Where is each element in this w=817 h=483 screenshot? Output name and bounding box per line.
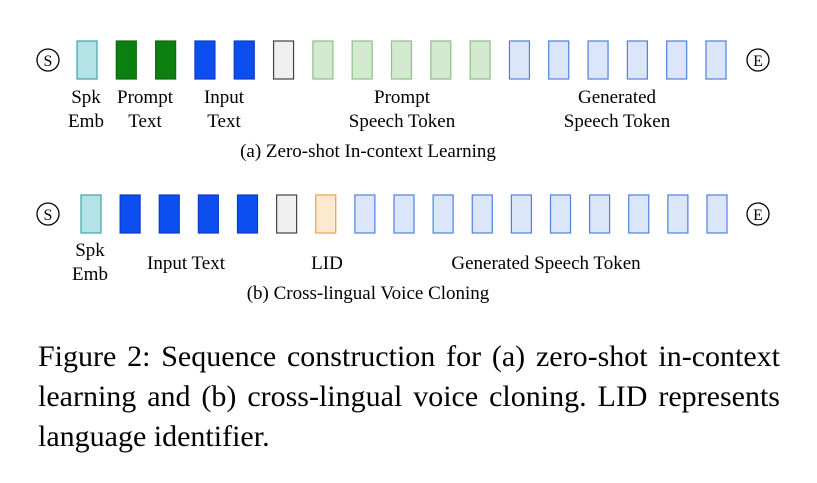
label-spk-emb-b: Spk Emb: [72, 240, 108, 285]
svg-text:E: E: [753, 53, 763, 70]
label-generated-speech-token-b: Generated Speech Token: [451, 253, 641, 274]
token-input: [197, 194, 219, 234]
token-prompt: [115, 40, 137, 80]
token-input: [119, 194, 141, 234]
token-gspeech: [628, 194, 650, 234]
label-lid: LID: [311, 253, 343, 274]
token-gspeech: [705, 40, 727, 80]
token-gspeech: [549, 194, 572, 234]
panel-a-caption: (a) Zero-shot In-context Learning: [240, 141, 496, 162]
svg-text:S: S: [44, 207, 53, 224]
label-generated-speech-token-a: Generated Speech Token: [563, 87, 671, 132]
token-gspeech: [432, 194, 454, 234]
token-gspeech: [510, 194, 532, 234]
label-input-text-a: Input Text: [203, 87, 245, 132]
token-spk: [76, 40, 98, 80]
token-pspeech: [312, 40, 334, 80]
start-token: S: [36, 48, 60, 72]
token-input: [236, 194, 259, 234]
token-gspeech: [626, 40, 648, 80]
token-gspeech: [706, 194, 728, 234]
label-input-text-b: Input Text: [146, 253, 226, 274]
token-gspeech: [666, 40, 688, 80]
token-pspeech: [430, 40, 452, 80]
token-pspeech: [351, 40, 373, 80]
token-pspeech: [469, 40, 491, 80]
token-gspeech: [587, 40, 609, 80]
token-gspeech: [508, 40, 531, 80]
svg-text:S: S: [44, 53, 53, 70]
figure-caption: Figure 2: Sequence construction for (a) …: [38, 340, 780, 453]
token-sep: [276, 194, 298, 234]
label-prompt-text: Prompt Text: [117, 87, 173, 132]
token-lid: [315, 194, 337, 234]
token-input: [194, 40, 216, 80]
label-prompt-speech-token: Prompt Speech Token: [348, 87, 456, 132]
token-gspeech: [667, 194, 689, 234]
token-gspeech: [354, 194, 376, 234]
token-gspeech: [393, 194, 415, 234]
panel-b-caption: (b) Cross-lingual Voice Cloning: [246, 283, 490, 304]
token-pspeech: [390, 40, 413, 80]
token-spk: [80, 194, 102, 234]
token-input: [233, 40, 255, 80]
token-gspeech: [589, 194, 611, 234]
end-token: E: [746, 48, 770, 72]
svg-text:E: E: [753, 207, 763, 224]
end-token: E: [746, 202, 770, 226]
token-prompt: [155, 40, 177, 80]
token-input: [158, 194, 180, 234]
token-gspeech: [548, 40, 570, 80]
token-sep: [272, 40, 295, 80]
label-spk-emb-a: Spk Emb: [68, 87, 104, 132]
token-gspeech: [471, 194, 493, 234]
start-token: S: [36, 202, 60, 226]
